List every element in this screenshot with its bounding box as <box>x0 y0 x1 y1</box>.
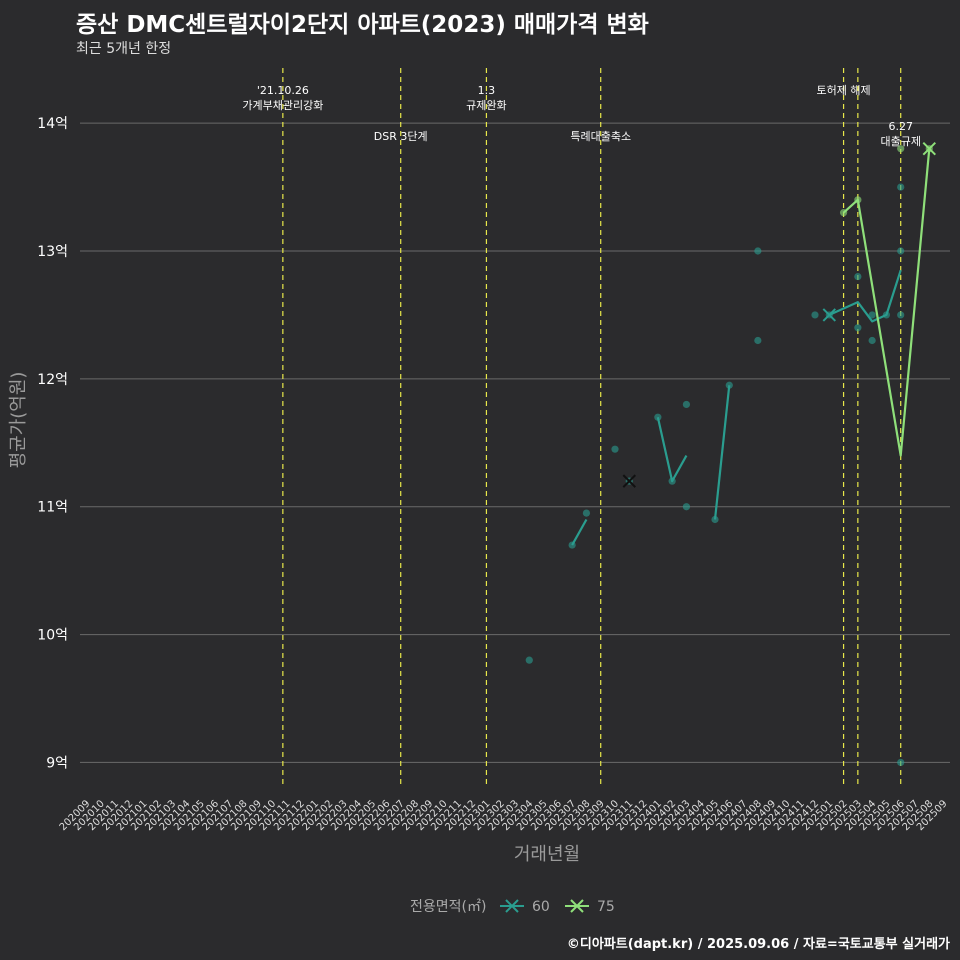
series-60-point <box>854 272 862 281</box>
series-60-point <box>725 381 733 389</box>
event-label-line: 6.27 <box>888 120 913 133</box>
event-label-line: 토허제 해제 <box>817 83 871 97</box>
event-label-line: 1.3 <box>478 84 496 97</box>
series-60-line <box>713 385 731 520</box>
series-75-line <box>842 148 931 457</box>
series-60-point <box>582 509 591 517</box>
legend-label-75: 75 <box>597 899 615 915</box>
series-75-point <box>897 145 905 153</box>
series-60-point <box>754 336 762 345</box>
y-tick-label: 9억 <box>46 755 68 771</box>
event-label: 토허제 해제 <box>817 83 871 97</box>
y-tick-label: 11억 <box>37 500 68 516</box>
series-60-point <box>897 311 905 319</box>
y-tick-label: 12억 <box>37 372 68 388</box>
legend-swatch-x <box>505 899 519 913</box>
legend-title: 전용면적(㎡) <box>410 899 486 915</box>
series-60-point <box>854 324 862 332</box>
y-tick-label: 14억 <box>37 116 68 132</box>
series-60-line <box>828 269 902 323</box>
event-label: 6.27 대출규제 <box>880 120 920 148</box>
y-axis-title: 평균가(억원) <box>8 372 29 469</box>
chart-subtitle: 최근 5개년 한정 <box>76 41 172 57</box>
source-caption: ©디아파트(dapt.kr) / 2025.09.06 / 자료=국토교통부 실… <box>566 937 950 952</box>
legend-label-60: 60 <box>532 899 550 915</box>
series-60-point <box>525 656 533 664</box>
x-marker-stroke <box>622 474 636 488</box>
y-tick-label: 13억 <box>37 244 68 260</box>
x-marker-stroke <box>822 308 836 322</box>
y-tick-label: 10억 <box>37 628 68 644</box>
series-60-mean-marker <box>622 474 636 488</box>
event-label-line: DSR 3단계 <box>374 130 428 143</box>
x-marker-stroke <box>922 142 936 156</box>
series-60-point <box>897 183 905 191</box>
event-label-line: '21.10.26 <box>257 84 309 97</box>
event-label-line: 대출규제 <box>880 135 920 148</box>
event-label: DSR 3단계 <box>374 130 428 143</box>
series-60-point <box>897 758 905 767</box>
series-75-mean-marker <box>922 142 936 156</box>
series-60-line <box>656 416 688 483</box>
series-60-point <box>611 445 619 453</box>
series-60-point <box>682 400 691 409</box>
series-60-point <box>811 311 819 319</box>
series-60-point <box>868 311 876 319</box>
series-60-point <box>868 336 876 345</box>
chart-title: 증산 DMC센트럴자이2단지 아파트(2023) 매매가격 변화 <box>76 12 649 38</box>
event-label: 특례대출축소 <box>570 130 631 143</box>
event-label-line: 규제완화 <box>466 99 506 112</box>
series-60-line <box>571 518 588 546</box>
event-label-line: 특례대출축소 <box>570 130 631 143</box>
event-label: 1.3 규제완화 <box>466 84 506 112</box>
x-axis-title: 거래년월 <box>514 844 580 865</box>
event-label: '21.10.26 가계부채관리강화 <box>242 84 323 112</box>
event-label-line: 가계부채관리강화 <box>242 99 323 112</box>
legend-swatch-x <box>570 899 584 913</box>
series-60-point <box>754 247 762 255</box>
series-60-point <box>682 503 691 511</box>
series-60-mean-marker <box>822 308 836 322</box>
series-60-point <box>897 247 905 255</box>
